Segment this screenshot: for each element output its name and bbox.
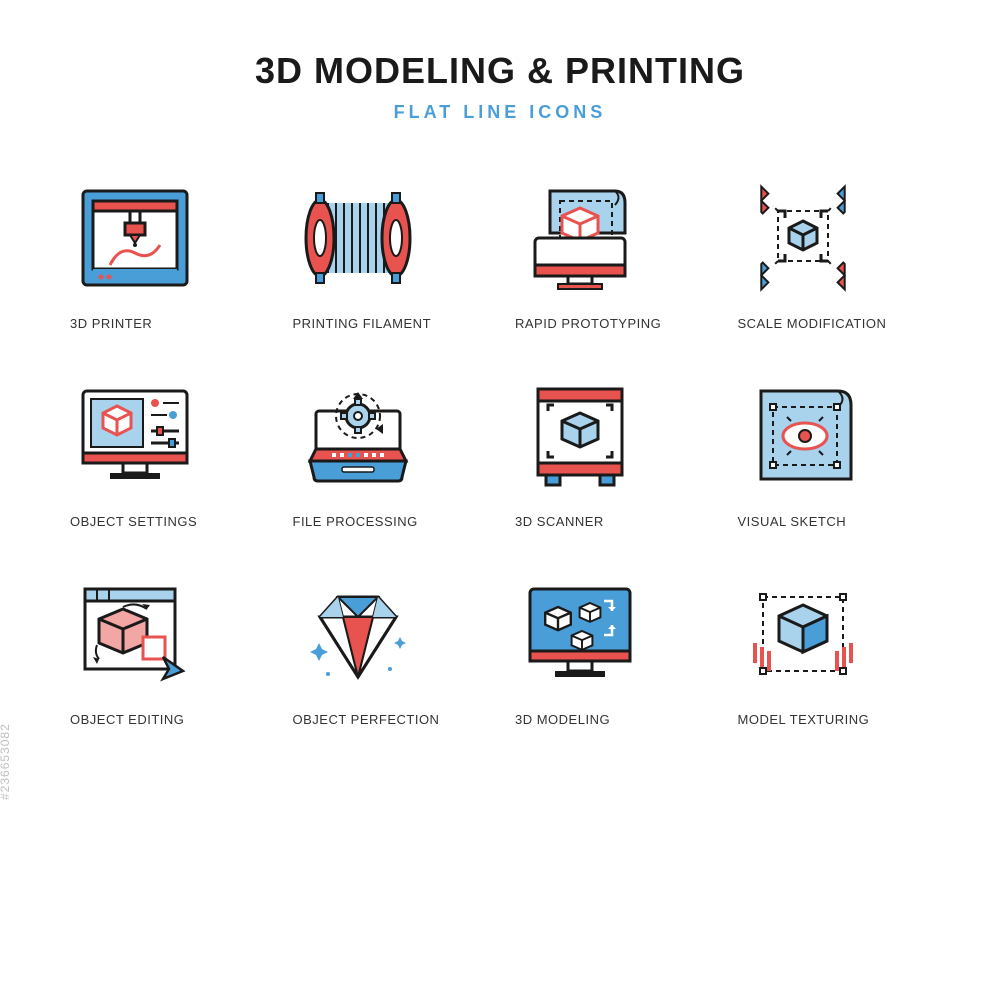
label-file-processing: FILE PROCESSING [293, 514, 418, 529]
cell-object-perfection: OBJECT PERFECTION [293, 574, 486, 727]
label-object-editing: OBJECT EDITING [70, 712, 184, 727]
icon-grid: 3D PRINTER [70, 178, 930, 727]
rapid-prototyping-icon [515, 178, 645, 298]
cell-file-processing: FILE PROCESSING [293, 376, 486, 529]
cell-3d-modeling: 3D MODELING [515, 574, 708, 727]
page-subtitle: FLAT LINE ICONS [70, 102, 930, 123]
page-title: 3D MODELING & PRINTING [70, 50, 930, 92]
cell-printing-filament: PRINTING FILAMENT [293, 178, 486, 331]
cell-3d-scanner: 3D SCANNER [515, 376, 708, 529]
cell-scale-modification: SCALE MODIFICATION [738, 178, 931, 331]
object-perfection-icon [293, 574, 423, 694]
label-rapid-prototyping: RAPID PROTOTYPING [515, 316, 661, 331]
3d-modeling-icon [515, 574, 645, 694]
3d-scanner-icon [515, 376, 645, 496]
label-3d-modeling: 3D MODELING [515, 712, 610, 727]
label-object-perfection: OBJECT PERFECTION [293, 712, 440, 727]
printing-filament-icon [293, 178, 423, 298]
label-object-settings: OBJECT SETTINGS [70, 514, 197, 529]
scale-modification-icon [738, 178, 868, 298]
cell-visual-sketch: VISUAL SKETCH [738, 376, 931, 529]
model-texturing-icon [738, 574, 868, 694]
label-3d-scanner: 3D SCANNER [515, 514, 604, 529]
cell-object-settings: OBJECT SETTINGS [70, 376, 263, 529]
visual-sketch-icon [738, 376, 868, 496]
3d-printer-icon [70, 178, 200, 298]
label-printing-filament: PRINTING FILAMENT [293, 316, 432, 331]
label-scale-modification: SCALE MODIFICATION [738, 316, 887, 331]
label-3d-printer: 3D PRINTER [70, 316, 152, 331]
object-editing-icon [70, 574, 200, 694]
cell-rapid-prototyping: RAPID PROTOTYPING [515, 178, 708, 331]
object-settings-icon [70, 376, 200, 496]
cell-object-editing: OBJECT EDITING [70, 574, 263, 727]
cell-model-texturing: MODEL TEXTURING [738, 574, 931, 727]
file-processing-icon [293, 376, 423, 496]
cell-3d-printer: 3D PRINTER [70, 178, 263, 331]
label-visual-sketch: VISUAL SKETCH [738, 514, 847, 529]
label-model-texturing: MODEL TEXTURING [738, 712, 870, 727]
icon-set-page: 3D MODELING & PRINTING FLAT LINE ICONS [0, 0, 1000, 1000]
stock-watermark: #236653082 [0, 723, 12, 800]
